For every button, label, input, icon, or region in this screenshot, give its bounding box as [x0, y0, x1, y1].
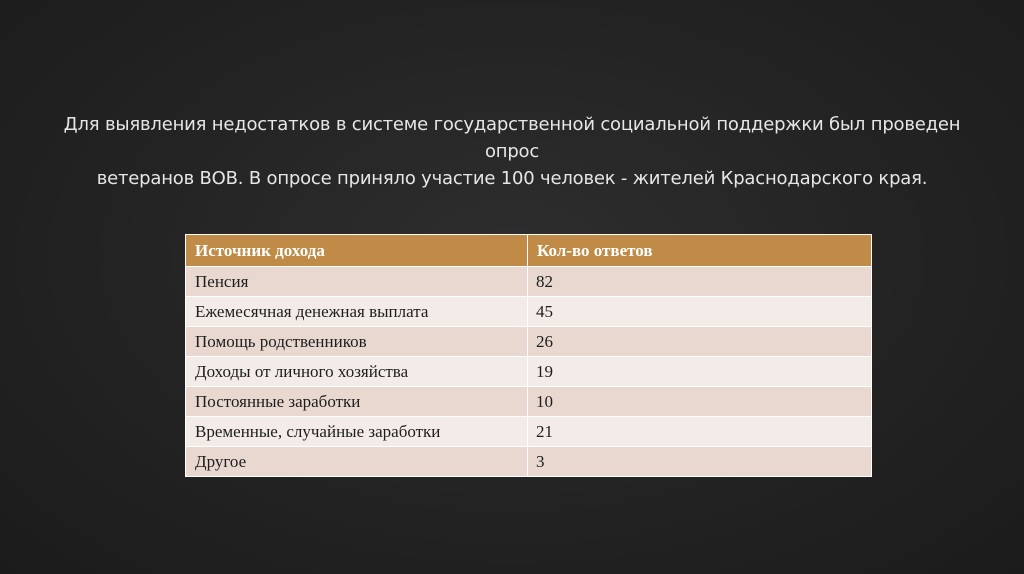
- cell-source: Пенсия: [185, 266, 528, 297]
- intro-line-2: ветеранов ВОВ. В опросе приняло участие …: [96, 168, 928, 189]
- table-row: Доходы от личного хозяйства 19: [185, 356, 872, 387]
- cell-count: 82: [527, 266, 872, 297]
- cell-source: Ежемесячная денежная выплата: [185, 296, 528, 327]
- table-row: Помощь родственников 26: [185, 326, 872, 357]
- cell-source: Помощь родственников: [185, 326, 528, 357]
- cell-count: 10: [527, 386, 872, 417]
- table-header-row: Источник дохода Кол-во ответов: [185, 234, 872, 267]
- cell-count: 3: [527, 446, 872, 477]
- cell-source: Другое: [185, 446, 528, 477]
- cell-count: 45: [527, 296, 872, 327]
- table-row: Пенсия 82: [185, 266, 872, 297]
- header-count: Кол-во ответов: [527, 234, 872, 267]
- cell-count: 19: [527, 356, 872, 387]
- cell-count: 26: [527, 326, 872, 357]
- table-row: Ежемесячная денежная выплата 45: [185, 296, 872, 327]
- cell-source: Постоянные заработки: [185, 386, 528, 417]
- income-sources-table: Источник дохода Кол-во ответов Пенсия 82…: [185, 234, 872, 477]
- header-source: Источник дохода: [185, 234, 528, 267]
- intro-text: Для выявления недостатков в системе госу…: [40, 111, 984, 192]
- table-row: Другое 3: [185, 446, 872, 477]
- intro-line-1: Для выявления недостатков в системе госу…: [63, 114, 961, 162]
- table-row: Постоянные заработки 10: [185, 386, 872, 417]
- cell-count: 21: [527, 416, 872, 447]
- cell-source: Доходы от личного хозяйства: [185, 356, 528, 387]
- table-row: Временные, случайные заработки 21: [185, 416, 872, 447]
- cell-source: Временные, случайные заработки: [185, 416, 528, 447]
